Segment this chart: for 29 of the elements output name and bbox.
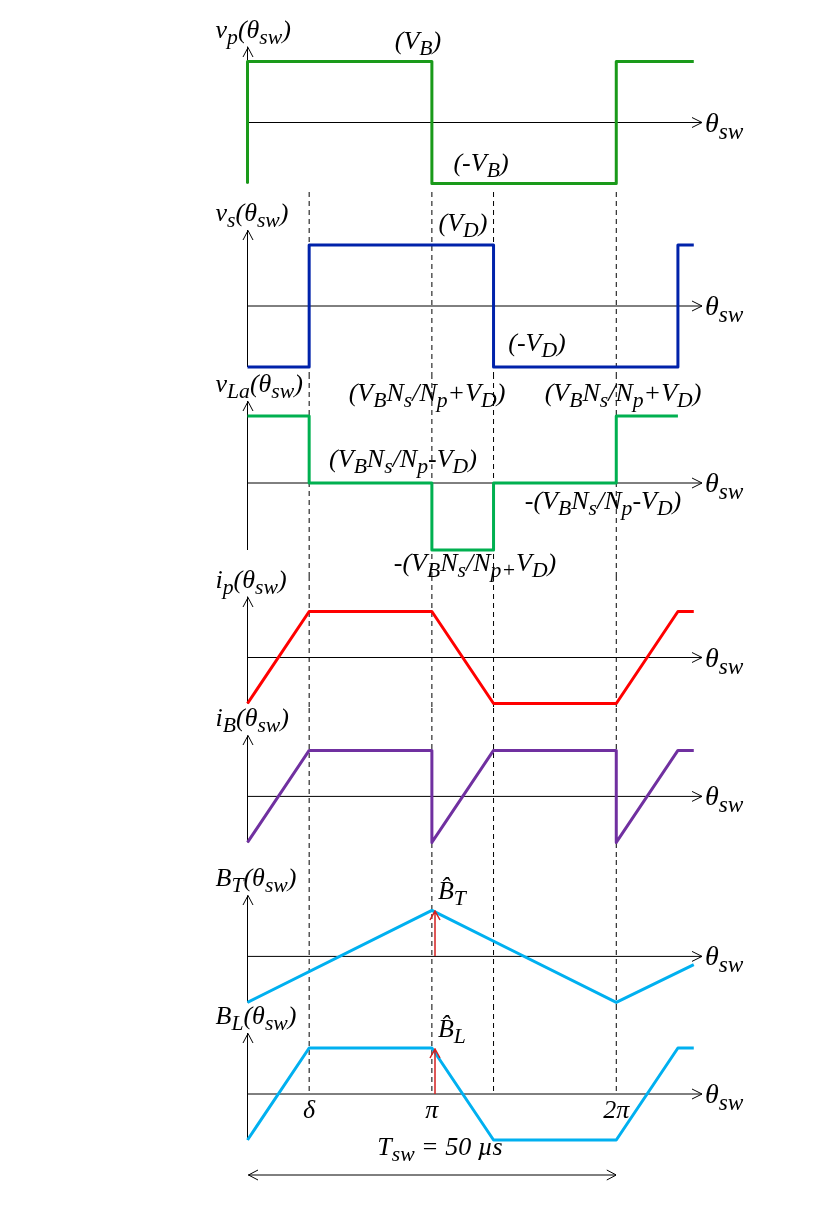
text: (V$_{B}$N$_{s}$/N$_{p}$+V$_{D}$): [544, 378, 702, 413]
x-axis-title: θ$_{sw}$: [705, 467, 744, 504]
text: -(V$_{B}$N$_{s}$/N$_{p}$-V$_{D}$): [524, 486, 682, 521]
x-tick-label: 2π: [603, 1094, 631, 1124]
annotation: T$_{sw}$ = 50 µs: [377, 1132, 503, 1167]
x-axis-title: θ$_{sw}$: [705, 290, 744, 327]
annotation: (-V$_{D}$): [508, 328, 566, 363]
annotation: B̂$_{T}$: [437, 876, 466, 911]
text: (V$_{B}$N$_{s}$/N$_{p}$+V$_{D}$): [348, 378, 506, 413]
x-axis-title: θ$_{sw}$: [705, 641, 744, 679]
x-axis-title: θ$_{sw}$: [705, 780, 744, 817]
x-tick-label: δ: [303, 1094, 317, 1124]
x-axis-title: θ$_{sw}$: [705, 1078, 744, 1115]
x-tick-label: π: [425, 1094, 440, 1124]
y-axis-title: v$_{La}$(θ$_{sw}$): [215, 369, 303, 404]
y-axis-title: B$_{L}$(θ$_{sw}$): [215, 1001, 297, 1036]
x-axis-title: θ$_{sw}$: [705, 106, 744, 144]
text: (V$_{B}$N$_{s}$/N$_{p}$-V$_{D}$): [329, 444, 477, 479]
y-axis-title: i$_{p}$(θ$_{sw}$): [215, 564, 287, 599]
text: -(V$_{B}$N$_{s}$/N$_{p+}$V$_{D}$): [393, 548, 557, 583]
text: (V$_{D}$): [438, 208, 488, 243]
annotation: B̂$_{L}$: [437, 1014, 466, 1049]
annotation: (-V$_{B}$): [453, 148, 509, 183]
y-axis-title: v$_{s}$(θ$_{sw}$): [215, 198, 289, 233]
x-axis-title: θ$_{sw}$: [705, 940, 744, 977]
y-axis-title: v$_{p}$(θ$_{sw}$): [215, 14, 291, 49]
y-axis-title: B$_{T}$(θ$_{sw}$): [215, 863, 297, 898]
y-axis-title: i$_{B}$(θ$_{sw}$): [215, 703, 289, 738]
text: (V$_{B}$): [394, 26, 442, 61]
